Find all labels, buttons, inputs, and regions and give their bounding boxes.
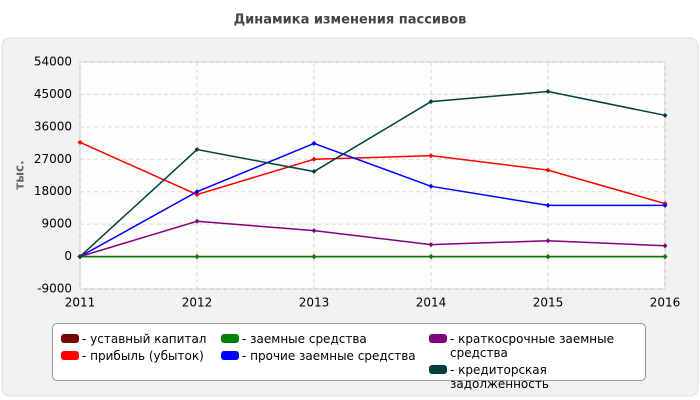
legend-item: уставный капитал — [61, 332, 211, 346]
y-tick-label: 27000 — [34, 152, 72, 166]
x-tick-label: 2011 — [65, 296, 96, 310]
point — [194, 254, 200, 260]
point — [311, 169, 317, 175]
legend-label: прибыль (убыток) — [82, 349, 204, 363]
x-tick-label: 2012 — [182, 296, 213, 310]
point — [545, 202, 551, 208]
legend-swatch — [221, 334, 239, 343]
point — [545, 89, 551, 95]
legend: уставный капитал прибыль (убыток) заемные … — [52, 323, 646, 391]
y-axis-label: тыс. — [13, 160, 27, 189]
x-tick-label: 2015 — [533, 296, 564, 310]
chart-title: Динамика изменения пассивов — [234, 13, 467, 28]
series-line — [79, 90, 666, 258]
legend-swatch — [61, 334, 79, 343]
point — [662, 112, 668, 118]
series-line — [79, 220, 666, 258]
legend-swatch — [221, 351, 239, 360]
x-tick-label: 2013 — [299, 296, 330, 310]
point — [194, 192, 200, 198]
point — [77, 139, 83, 145]
legend-swatch — [429, 365, 447, 374]
point — [77, 254, 83, 260]
point — [311, 140, 317, 146]
legend-item: прибыль (убыток) — [61, 349, 211, 363]
legend-item: кредиторская задолженность — [429, 363, 639, 391]
legend-label: прочие заемные средства — [242, 349, 416, 363]
legend-label: кредиторская задолженность — [450, 363, 639, 391]
point — [662, 254, 668, 260]
point — [194, 189, 200, 195]
series-line — [79, 142, 665, 258]
y-tick-label: 45000 — [34, 87, 72, 101]
legend-column: краткосрочные заемные средства кредиторск… — [429, 332, 639, 391]
legend-label: заемные средства — [242, 332, 367, 346]
y-tick-label: 54000 — [34, 55, 72, 69]
point — [194, 218, 200, 224]
point — [311, 156, 317, 162]
point — [428, 242, 434, 248]
point — [662, 243, 668, 249]
point — [662, 202, 668, 208]
point — [194, 147, 200, 153]
legend-swatch — [429, 334, 447, 343]
point — [428, 183, 434, 189]
y-tick-label: 36000 — [34, 119, 72, 133]
point — [545, 238, 551, 244]
point — [545, 254, 551, 260]
x-tick-label: 2016 — [650, 296, 681, 310]
legend-swatch — [61, 351, 79, 360]
y-tick-label: 9000 — [41, 217, 72, 231]
point — [311, 228, 317, 234]
point — [311, 254, 317, 260]
x-tick-label: 2014 — [416, 296, 447, 310]
legend-label: уставный капитал — [82, 332, 206, 346]
legend-label: краткосрочные заемные средства — [450, 332, 639, 360]
y-tick-label: 18000 — [34, 184, 72, 198]
legend-item: заемные средства — [221, 332, 421, 346]
legend-column: уставный капитал прибыль (убыток) — [61, 332, 211, 363]
legend-item: прочие заемные средства — [221, 349, 421, 363]
y-tick-label: 0 — [64, 249, 72, 263]
point — [428, 254, 434, 260]
point — [545, 167, 551, 173]
series-line — [79, 141, 666, 205]
legend-column: заемные средства прочие заемные средства — [221, 332, 421, 363]
point — [428, 99, 434, 105]
y-tick-label: -9000 — [37, 282, 72, 296]
legend-item: краткосрочные заемные средства — [429, 332, 639, 360]
point — [428, 153, 434, 159]
